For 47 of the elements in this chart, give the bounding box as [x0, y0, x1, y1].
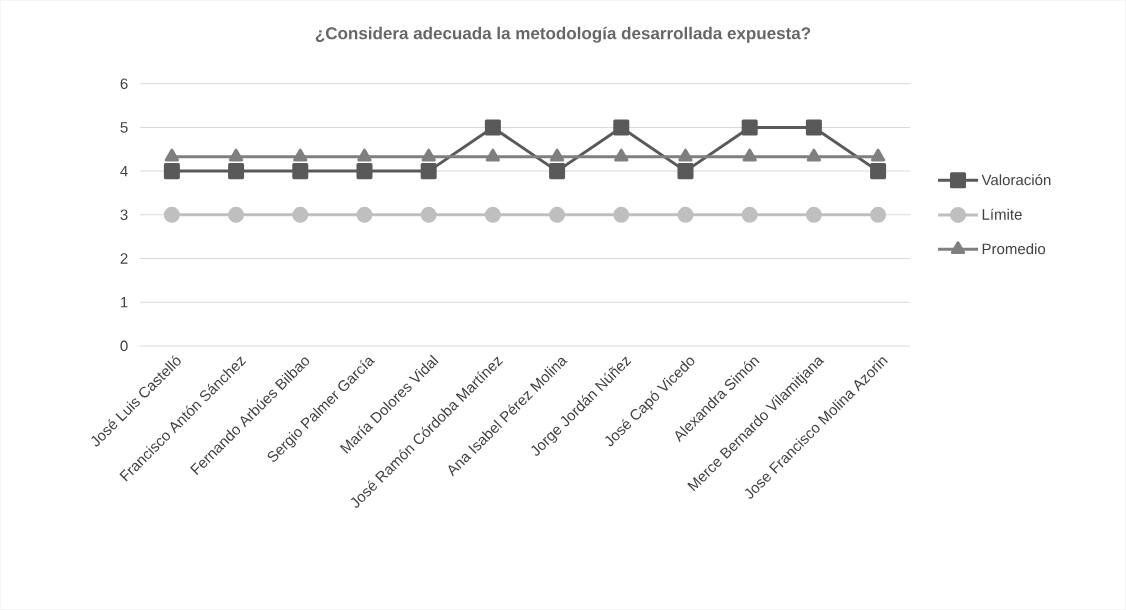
point: [677, 206, 694, 223]
point: [228, 206, 245, 223]
point: [357, 148, 372, 162]
point: [613, 119, 630, 136]
y-tick-label: 4: [120, 166, 128, 177]
point: [356, 206, 373, 223]
y-tick-label: 3: [120, 209, 128, 221]
y-tick-label: 5: [120, 122, 128, 133]
point: [164, 148, 180, 162]
chart-title: ¿Considera adecuada la metodología desarrollada expuesta?: [315, 26, 811, 43]
point: [420, 163, 437, 180]
point: [292, 163, 309, 180]
y-tick-label: 2: [120, 253, 128, 264]
point: [356, 163, 373, 180]
point: [484, 119, 501, 136]
point: [549, 163, 566, 180]
point: [613, 206, 630, 223]
point: [228, 148, 244, 162]
point: [549, 206, 566, 223]
point: [806, 148, 822, 162]
y-tick-label: 0: [120, 340, 128, 352]
legend-label: Límite: [982, 208, 1022, 220]
point: [870, 206, 887, 223]
point: [485, 148, 501, 162]
point: [678, 148, 693, 162]
legend-label: Valoración: [981, 174, 1051, 186]
point: [742, 148, 757, 162]
point: [549, 148, 565, 162]
point: [292, 206, 309, 223]
point: [484, 206, 501, 223]
point: [163, 163, 180, 180]
point: [228, 163, 245, 180]
point: [163, 206, 180, 223]
point: [870, 148, 886, 162]
point: [614, 148, 629, 162]
point: [293, 148, 308, 162]
point: [870, 163, 887, 180]
point: [741, 206, 758, 223]
point: [741, 119, 758, 136]
y-tick-label: 1: [121, 297, 128, 308]
point: [805, 206, 822, 223]
point: [677, 163, 694, 180]
legend-label: Promedio: [982, 243, 1046, 255]
y-tick-label: 6: [120, 78, 128, 90]
point: [805, 119, 822, 136]
point: [420, 206, 437, 223]
point: [421, 148, 436, 162]
